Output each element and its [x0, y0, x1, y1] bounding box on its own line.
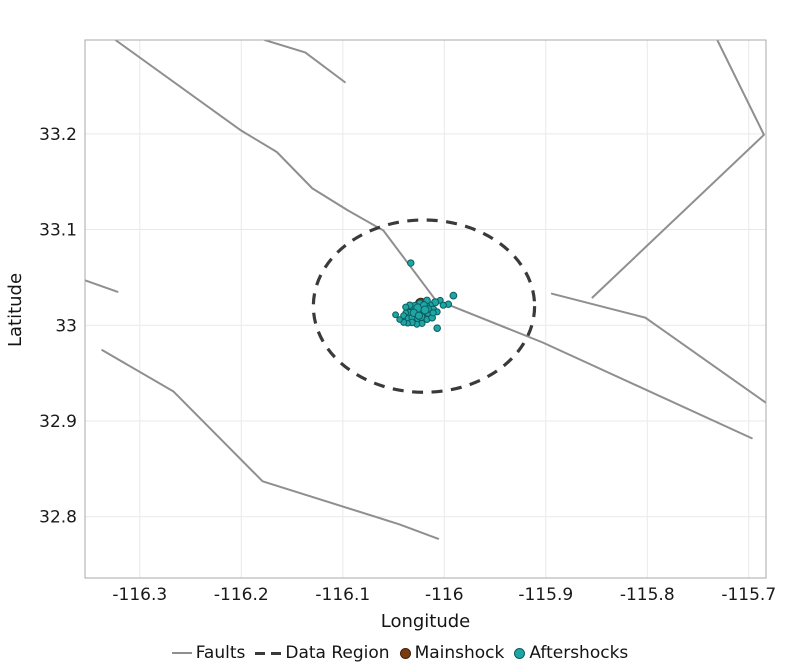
- dash-segment: [255, 651, 266, 655]
- legend-item-mainshock: Mainshock: [399, 643, 505, 663]
- x-tick-label: -116.1: [315, 585, 370, 605]
- x-axis-label: Longitude: [380, 611, 471, 632]
- dash-segment: [271, 651, 282, 655]
- aftershock-point: [392, 311, 399, 319]
- faults-line-swatch: [171, 652, 192, 654]
- aftershock-point: [414, 311, 424, 320]
- aftershock-point: [439, 301, 447, 309]
- x-tick-label: -115.7: [721, 585, 776, 605]
- x-tick-label: -115.9: [518, 585, 573, 605]
- legend-label-mainshock: Mainshock: [414, 643, 505, 663]
- aftershocks-dot-swatch: [514, 647, 526, 659]
- legend: Faults Data Region Mainshock Aftershocks: [0, 643, 800, 663]
- x-tick-label: -116.2: [214, 585, 269, 605]
- legend-label-aftershocks: Aftershocks: [529, 643, 629, 663]
- y-tick-label: 32.8: [39, 508, 77, 528]
- x-tick-label: -116.3: [112, 585, 167, 605]
- x-tick-labels: -116.3 -116.2 -116.1 -116 -115.9 -115.8 -115.7: [112, 585, 776, 605]
- aftershock-point: [407, 259, 415, 267]
- legend-item-aftershocks: Aftershocks: [514, 643, 628, 663]
- mainshock-dot-swatch: [399, 647, 411, 659]
- fault-line: [114, 40, 753, 440]
- faults-layer: [85, 40, 766, 540]
- aftershock-point: [433, 324, 441, 332]
- aftershock-point: [449, 291, 458, 300]
- plot-frame: [84, 39, 767, 579]
- aftershock-point: [429, 309, 437, 317]
- data-region-dash-swatch: [255, 651, 282, 655]
- aftershocks-layer: [392, 259, 458, 332]
- legend-label-faults: Faults: [195, 643, 246, 663]
- y-tick-label: 32.9: [39, 412, 77, 432]
- gridlines: [85, 40, 766, 578]
- legend-label-data-region: Data Region: [285, 643, 390, 663]
- y-tick-label: 33.2: [39, 125, 77, 145]
- fault-line: [550, 292, 766, 404]
- aftershock-point: [396, 316, 403, 323]
- y-axis-label: Latitude: [5, 272, 26, 348]
- legend-item-faults: Faults: [171, 643, 246, 663]
- data-region-circle: [311, 218, 537, 394]
- y-tick-label: 33: [55, 316, 77, 336]
- y-tick-label: 33.1: [39, 221, 77, 241]
- fault-line: [591, 40, 765, 299]
- fault-line: [263, 40, 346, 84]
- aftershock-point: [402, 303, 410, 311]
- x-tick-label: -116: [425, 585, 464, 605]
- fault-line: [101, 349, 440, 540]
- aftershock-point: [420, 305, 430, 315]
- legend-item-data-region: Data Region: [255, 643, 390, 663]
- x-tick-label: -115.8: [620, 585, 675, 605]
- y-tick-labels: 32.8 32.9 33 33.1 33.2: [39, 125, 77, 528]
- fault-line: [85, 279, 119, 293]
